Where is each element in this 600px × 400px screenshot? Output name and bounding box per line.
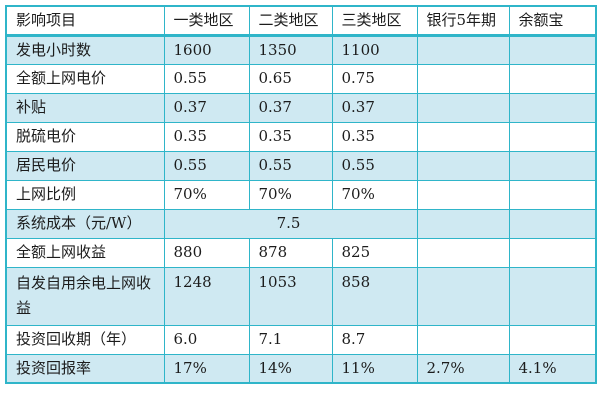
row-label: 居民电价 [5,150,165,181]
cell: 0.55 [331,150,418,181]
column-header-region-3: 三类地区 [331,5,418,36]
cell: 0.37 [163,92,250,123]
row-label: 补贴 [5,92,165,123]
row-label: 系统成本（元/W） [5,208,165,239]
impact-factors-table: 影响项目 一类地区 二类地区 三类地区 银行5年期 余额宝 发电小时数 1600… [5,5,597,384]
empty-cell [416,324,510,355]
row-label: 全额上网收益 [5,237,165,268]
empty-cell [416,63,510,94]
table-row-full-feed-in-tariff: 全额上网电价 0.55 0.65 0.75 [5,63,597,94]
cell: 4.1% [508,353,597,384]
cell: 6.0 [163,324,250,355]
table-row-system-cost: 系统成本（元/W） 7.5 [5,208,597,239]
cell: 0.55 [163,150,250,181]
empty-cell [508,324,597,355]
column-header-region-1: 一类地区 [163,5,250,36]
empty-cell [416,34,510,65]
cell: 1248 [163,266,250,326]
empty-cell [416,266,510,326]
cell: 1350 [248,34,333,65]
empty-cell [508,179,597,210]
empty-cell [508,121,597,152]
cell: 1100 [331,34,418,65]
table-row-grid-ratio: 上网比例 70% 70% 70% [5,179,597,210]
cell: 0.35 [248,121,333,152]
empty-cell [416,237,510,268]
merged-system-cost-cell: 7.5 [163,208,418,239]
row-label: 上网比例 [5,179,165,210]
empty-cell [416,121,510,152]
empty-cell [416,92,510,123]
cell: 0.37 [248,92,333,123]
table-row-residential-tariff: 居民电价 0.55 0.55 0.55 [5,150,597,181]
cell: 70% [163,179,250,210]
cell: 0.55 [248,150,333,181]
column-header-bank-5yr: 银行5年期 [416,5,510,36]
empty-cell [508,92,597,123]
cell: 70% [248,179,333,210]
cell: 825 [331,237,418,268]
cell: 17% [163,353,250,384]
row-label: 投资回收期（年） [5,324,165,355]
row-label: 投资回报率 [5,353,165,384]
empty-cell [508,266,597,326]
table-row-payback-period: 投资回收期（年） 6.0 7.1 8.7 [5,324,597,355]
cell: 70% [331,179,418,210]
empty-cell [416,208,510,239]
column-header-impact-item: 影响项目 [5,5,165,36]
empty-cell [508,150,597,181]
empty-cell [508,208,597,239]
cell: 0.65 [248,63,333,94]
header-row: 影响项目 一类地区 二类地区 三类地区 银行5年期 余额宝 [5,5,597,36]
empty-cell [416,150,510,181]
table-row-generation-hours: 发电小时数 1600 1350 1100 [5,34,597,65]
cell: 1600 [163,34,250,65]
cell: 7.1 [248,324,333,355]
cell: 0.75 [331,63,418,94]
cell: 0.35 [331,121,418,152]
cell: 14% [248,353,333,384]
row-label: 全额上网电价 [5,63,165,94]
cell: 878 [248,237,333,268]
row-label: 自发自用余电上网收益 [5,266,165,326]
table-row-full-feed-in-revenue: 全额上网收益 880 878 825 [5,237,597,268]
cell: 858 [331,266,418,326]
row-label: 脱硫电价 [5,121,165,152]
column-header-yuebao: 余额宝 [508,5,597,36]
cell: 2.7% [416,353,510,384]
row-label: 发电小时数 [5,34,165,65]
table-row-desulfurized-tariff: 脱硫电价 0.35 0.35 0.35 [5,121,597,152]
empty-cell [416,179,510,210]
cell: 0.55 [163,63,250,94]
cell: 1053 [248,266,333,326]
empty-cell [508,237,597,268]
empty-cell [508,63,597,94]
cell: 880 [163,237,250,268]
cell: 11% [331,353,418,384]
table-row-self-use-surplus-revenue: 自发自用余电上网收益 1248 1053 858 [5,266,597,326]
cell: 0.37 [331,92,418,123]
cell: 8.7 [331,324,418,355]
cell: 0.35 [163,121,250,152]
column-header-region-2: 二类地区 [248,5,333,36]
table-row-return-on-investment: 投资回报率 17% 14% 11% 2.7% 4.1% [5,353,597,384]
empty-cell [508,34,597,65]
table-row-subsidy: 补贴 0.37 0.37 0.37 [5,92,597,123]
